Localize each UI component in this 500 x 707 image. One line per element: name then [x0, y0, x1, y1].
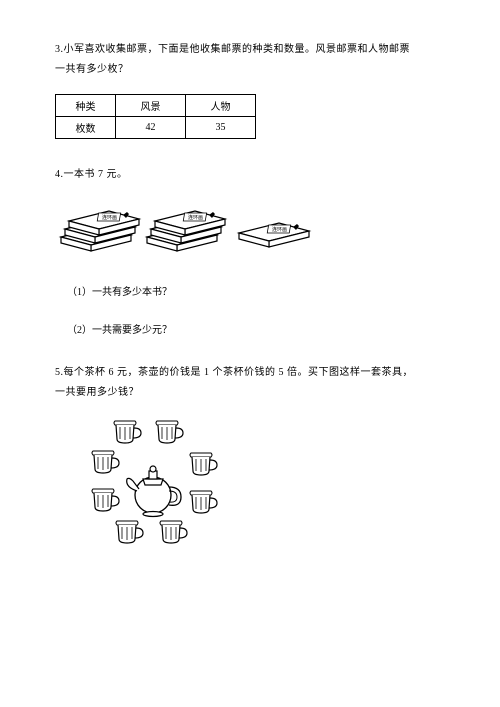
q3-number: 3. — [55, 44, 64, 55]
q4-line1: 一本书 7 元。 — [64, 169, 128, 180]
th-people: 人物 — [186, 95, 256, 117]
teaset-figure — [75, 413, 445, 553]
th-type: 种类 — [56, 95, 116, 117]
table-data-row: 枚数 42 35 — [56, 117, 256, 139]
th-scenery: 风景 — [116, 95, 186, 117]
td-label: 枚数 — [56, 117, 116, 139]
books-figure: 连环画 连环画 连环画 — [55, 193, 445, 263]
book-label-1: 连环画 — [102, 214, 117, 221]
stamp-table: 种类 风景 人物 枚数 42 35 — [55, 94, 256, 139]
q3-line1: 小军喜欢收集邮票，下面是他收集邮票的种类和数量。风景邮票和人物邮票 — [64, 44, 411, 55]
question-5: 5.每个茶杯 6 元，茶壶的价钱是 1 个茶杯价钱的 5 倍。买下图这样一套茶具… — [55, 363, 445, 553]
q4-text: 4.一本书 7 元。 — [55, 165, 445, 185]
book-label-3: 连环画 — [272, 226, 287, 233]
question-3: 3.小军喜欢收集邮票，下面是他收集邮票的种类和数量。风景邮票和人物邮票 一共有多… — [55, 40, 445, 139]
td-val2: 35 — [186, 117, 256, 139]
q3-text: 3.小军喜欢收集邮票，下面是他收集邮票的种类和数量。风景邮票和人物邮票 — [55, 40, 445, 60]
q5-line1: 每个茶杯 6 元，茶壶的价钱是 1 个茶杯价钱的 5 倍。买下图这样一套茶具， — [64, 367, 414, 378]
q5-number: 5. — [55, 367, 64, 378]
table-header-row: 种类 风景 人物 — [56, 95, 256, 117]
q3-line2: 一共有多少枚？ — [55, 60, 445, 80]
q4-sub2: （2）一共需要多少元？ — [67, 323, 445, 339]
q4-sub1: （1）一共有多少本书？ — [67, 285, 445, 301]
q5-line2: 一共要用多少钱？ — [55, 383, 445, 403]
td-val1: 42 — [116, 117, 186, 139]
q4-number: 4. — [55, 169, 64, 180]
q5-text: 5.每个茶杯 6 元，茶壶的价钱是 1 个茶杯价钱的 5 倍。买下图这样一套茶具… — [55, 363, 445, 383]
question-4: 4.一本书 7 元。 连环画 连环画 — [55, 165, 445, 339]
book-label-2: 连环画 — [188, 214, 203, 221]
